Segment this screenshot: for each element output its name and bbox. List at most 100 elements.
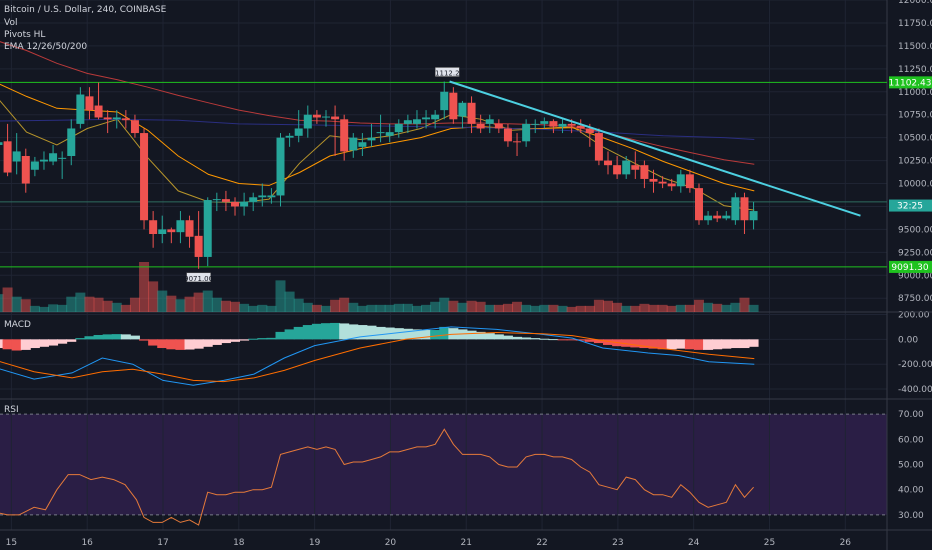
candle-body <box>158 229 167 234</box>
rsi-tick-label: 70.00 <box>898 410 924 420</box>
price-tick-label: 10750.00 <box>898 111 932 121</box>
volume-bar <box>211 297 222 312</box>
volume-bar <box>357 305 368 312</box>
volume-bar <box>129 297 140 312</box>
candle-body <box>403 120 412 124</box>
candle-body <box>267 195 276 198</box>
candle-body <box>440 91 449 111</box>
macd-histogram-bar <box>693 339 704 350</box>
volume-bar <box>293 298 304 312</box>
macd-histogram-bar <box>393 328 404 340</box>
volume-bar <box>320 305 331 312</box>
candle-body <box>476 123 485 129</box>
macd-histogram-bar <box>111 334 122 340</box>
volume-bar <box>666 305 677 312</box>
macd-histogram-bar <box>521 337 532 340</box>
candle-body <box>194 235 203 257</box>
volume-bar <box>548 304 559 312</box>
x-tick-label: 16 <box>81 538 93 548</box>
macd-histogram-bar <box>102 334 113 340</box>
macd-histogram-bar <box>320 323 331 340</box>
macd-histogram-bar <box>248 338 259 340</box>
candle-body <box>494 123 503 129</box>
macd-histogram-bar <box>202 339 213 347</box>
candle-body <box>130 120 139 134</box>
macd-histogram-bar <box>402 328 413 340</box>
volume-bar <box>157 290 168 312</box>
current-price-tag: 32:25 <box>897 202 923 212</box>
ema-line <box>0 83 755 192</box>
macd-histogram-bar <box>175 339 186 350</box>
candle-body <box>658 181 667 184</box>
pivot-low-label: 9071.00 <box>184 275 213 283</box>
volume-bar <box>375 304 386 312</box>
volume-bar <box>630 305 641 312</box>
candle-body <box>231 201 240 207</box>
macd-histogram-bar <box>348 324 359 340</box>
candle-body <box>458 102 467 117</box>
x-tick-label: 17 <box>157 538 168 548</box>
volume-bar <box>0 294 4 312</box>
ema-legend[interactable]: EMA 12/26/50/200 <box>4 42 88 52</box>
volume-bar <box>721 304 732 312</box>
candle-body <box>331 116 340 120</box>
macd-histogram-bar <box>184 339 195 350</box>
volume-bar <box>575 305 586 312</box>
candle-body <box>249 197 258 202</box>
symbol-legend[interactable]: Bitcoin / U.S. Dollar, 240, COINBASE <box>4 5 167 15</box>
macd-histogram-bar <box>748 339 759 347</box>
candle-body <box>76 94 85 124</box>
volume-bar <box>2 287 13 312</box>
volume-bar <box>448 300 459 312</box>
macd-tick-label: -200.00 <box>898 360 932 370</box>
ema-line <box>0 41 755 165</box>
rsi-tick-label: 50.00 <box>898 461 924 471</box>
volume-bar <box>593 299 604 312</box>
candle-body <box>49 153 58 162</box>
macd-histogram-bar <box>139 339 150 341</box>
volume-bar <box>584 305 595 312</box>
macd-histogram-bar <box>421 330 432 340</box>
volume-bar <box>384 304 395 312</box>
volume-bar <box>202 290 213 312</box>
volume-legend[interactable]: Vol <box>4 18 18 28</box>
macd-histogram-bar <box>621 339 632 347</box>
volume-bar <box>703 302 714 312</box>
volume-bar <box>184 296 195 312</box>
volume-bar <box>730 302 741 312</box>
macd-histogram-bar <box>712 339 723 350</box>
macd-histogram-bar <box>593 339 604 344</box>
macd-histogram-bar <box>239 339 250 341</box>
volume-bar <box>748 304 759 312</box>
price-tick-label: 9250.00 <box>898 248 932 258</box>
candle-body <box>467 102 476 124</box>
volume-bar <box>230 301 241 312</box>
macd-histogram-bar <box>20 339 31 350</box>
rsi-line <box>0 428 754 526</box>
volume-bar <box>693 299 704 312</box>
candle-body <box>321 116 330 118</box>
candle-body <box>185 220 194 237</box>
volume-bar <box>139 262 150 312</box>
macd-histogram-bar <box>512 336 523 340</box>
macd-histogram-bar <box>530 338 541 340</box>
volume-bar <box>284 291 295 312</box>
volume-bar <box>175 299 186 312</box>
signal-line <box>0 331 755 383</box>
macd-histogram-bar <box>166 339 177 350</box>
volume-bar <box>257 304 268 312</box>
macd-histogram-bar <box>475 331 486 340</box>
price-tick-label: 10000.00 <box>898 180 932 190</box>
candle-body <box>212 199 221 201</box>
macd-pane-label[interactable]: MACD <box>4 320 31 330</box>
macd-histogram-bar <box>148 339 159 346</box>
rsi-pane-label[interactable]: RSI <box>4 405 19 415</box>
macd-histogram-bar <box>84 336 95 340</box>
rsi-band <box>0 414 887 515</box>
volume-bar <box>66 296 77 312</box>
macd-histogram-bar <box>375 326 386 340</box>
pivots-legend[interactable]: Pivots HL <box>4 30 46 40</box>
rsi-tick-label: 40.00 <box>898 486 924 496</box>
candle-body <box>240 201 249 207</box>
